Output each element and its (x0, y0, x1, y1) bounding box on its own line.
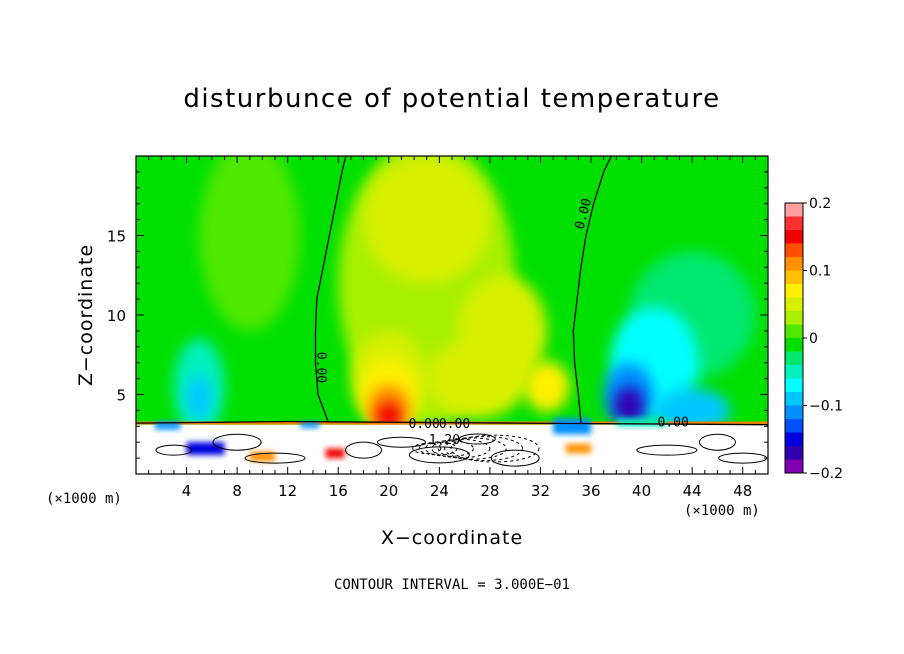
colorbar-swatch-10 (785, 338, 803, 352)
x-tick-label-48: 48 (733, 482, 752, 500)
negative-contour-3 (431, 438, 491, 459)
x-unit-left: (×1000 m) (46, 491, 122, 507)
surface-contour (136, 420, 768, 426)
contour-label-4: 0.00 (658, 415, 689, 430)
x-tick-label-8: 8 (232, 482, 242, 500)
contour-interval-note: CONTOUR INTERVAL = 3.000E−01 (333, 577, 570, 593)
colorbar-swatch-16 (785, 419, 803, 433)
zero-contour-left (314, 156, 347, 422)
colorbar-swatch-5 (785, 270, 803, 285)
colorbar-swatch-3 (785, 243, 803, 258)
y-tick-label-15: 15 (107, 228, 126, 246)
field-blob-16 (186, 375, 212, 420)
surface-contour-loop-3 (345, 441, 383, 459)
chart-title: disturbunce of potential temperature (183, 84, 721, 114)
x-tick-label-28: 28 (480, 482, 499, 500)
colorbar-swatch-12 (785, 365, 803, 379)
colorbar-swatch-11 (785, 351, 803, 366)
y-tick-label-5: 5 (116, 387, 126, 405)
field-blob-0 (199, 156, 301, 331)
contour-label-2: 0.00 (409, 417, 440, 432)
colorbar-swatch-4 (785, 257, 803, 271)
zero-contour-right (572, 156, 612, 424)
colorbar-label-4: −0.2 (809, 466, 843, 482)
colorbar-label-0: 0.2 (809, 196, 831, 212)
colorbar-swatch-7 (785, 297, 803, 312)
surface-patch-5 (553, 418, 592, 435)
field-blob-14 (654, 388, 731, 433)
surface-patch-2 (249, 451, 276, 462)
contour-label-5: 1.20 (429, 433, 460, 448)
colorbar-swatch-6 (785, 284, 803, 298)
surface-patch-4 (325, 448, 345, 459)
colorbar-swatch-9 (785, 324, 803, 339)
surface-contour-loop-8 (636, 444, 698, 456)
colorbar-swatch-17 (785, 432, 803, 447)
negative-contour-6 (450, 434, 540, 463)
colorbar-swatch-0 (785, 203, 803, 217)
x-tick-label-24: 24 (430, 482, 449, 500)
negative-contour-5 (444, 436, 524, 462)
surface-layer (136, 424, 768, 474)
contour-label-0: 0.00 (313, 352, 328, 383)
contour-layer: 0.000.000.00 0.00 0.001.20 (136, 156, 768, 467)
surface-contour-loop-0 (155, 444, 193, 456)
colorbar-label-1: 0.1 (809, 264, 831, 280)
x-tick-label-44: 44 (683, 482, 702, 500)
field-blob-13 (613, 386, 645, 425)
colorbar-label-2: 0 (809, 331, 818, 347)
x-axis-label: X−coordinate (380, 527, 524, 549)
x-tick-label-20: 20 (379, 482, 398, 500)
colorbar-swatch-14 (785, 392, 803, 406)
x-tick-label-32: 32 (531, 482, 550, 500)
x-tick-label-36: 36 (581, 482, 600, 500)
x-unit-right: (×1000 m) (684, 503, 760, 519)
field-blob-4 (426, 338, 528, 419)
field-blob-5 (524, 361, 570, 412)
x-tick-label-40: 40 (632, 482, 651, 500)
colorbar-swatch-18 (785, 446, 803, 460)
colorbar: 0.2 0.1 0 −0.1 −0.2 (784, 196, 843, 482)
negative-contour-4 (437, 437, 507, 460)
negative-contour-0 (412, 443, 442, 455)
surface-patch-0 (154, 421, 181, 430)
surface-patch-3 (300, 421, 320, 428)
colorbar-label-3: −0.1 (809, 399, 843, 415)
colorbar-swatch-1 (785, 216, 803, 231)
colorbar-swatch-2 (785, 230, 803, 244)
x-tick-label-4: 4 (182, 482, 192, 500)
y-axis-label: Z−coordinate (75, 243, 97, 387)
colorbar-swatch-13 (785, 378, 803, 393)
surface-patch-1 (186, 442, 225, 455)
surface-contour-loop-9 (698, 433, 736, 451)
field-blob-2 (363, 156, 490, 284)
y-tick-label-10: 10 (107, 307, 126, 325)
contour-label-3: 0.00 (439, 417, 470, 432)
negative-contour-1 (418, 441, 458, 456)
field-layer (136, 156, 768, 474)
surface-contour-loop-4 (376, 436, 426, 448)
x-tick-label-16: 16 (329, 482, 348, 500)
colorbar-swatch-8 (785, 311, 803, 325)
colorbar-swatch-19 (785, 459, 803, 474)
colorbar-swatch-15 (785, 405, 803, 420)
surface-contour-loop-7 (490, 449, 540, 467)
surface-contour-loop-2 (244, 452, 306, 464)
x-tick-label-12: 12 (278, 482, 297, 500)
surface-patch-7 (616, 418, 667, 427)
surface-patch-6 (565, 443, 592, 454)
surface-contour-loop-1 (212, 433, 262, 451)
